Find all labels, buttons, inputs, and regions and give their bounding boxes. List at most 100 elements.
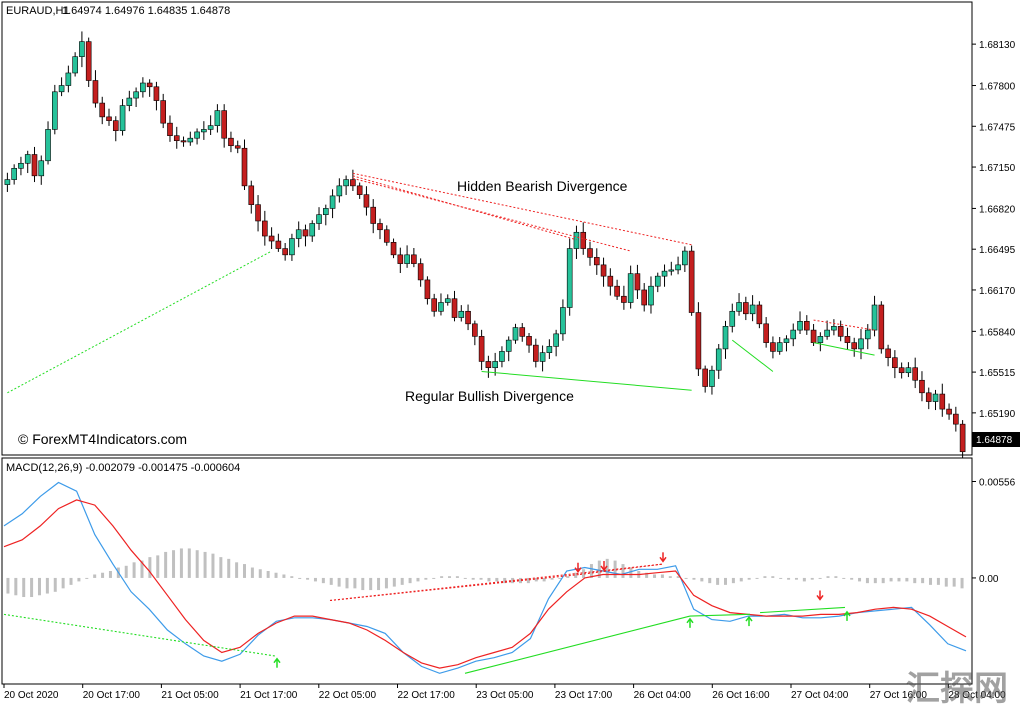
candle	[959, 420, 966, 458]
candle-body	[472, 323, 478, 337]
candle	[925, 387, 932, 410]
histogram-bar	[471, 577, 475, 580]
candle	[207, 115, 214, 135]
candle-body	[4, 179, 11, 185]
candle	[905, 362, 912, 378]
histogram-bar	[881, 577, 885, 584]
candle-body	[790, 329, 797, 340]
macd-pane[interactable]	[1, 457, 973, 685]
candle-body	[207, 125, 214, 130]
candle	[444, 294, 451, 306]
candle	[214, 104, 221, 133]
candle	[824, 320, 830, 340]
regular-bullish-label: Regular Bullish Divergence	[405, 388, 574, 404]
histogram-bar	[518, 577, 522, 584]
candle-body	[675, 264, 681, 271]
candle-body	[45, 129, 51, 162]
histogram-bar	[101, 572, 105, 578]
candle	[465, 304, 471, 331]
candle-body	[946, 408, 952, 415]
bull-div-price	[481, 370, 692, 391]
candle-body	[783, 338, 790, 343]
hidden-bearish-label: Hidden Bearish Divergence	[457, 178, 628, 194]
histogram-bar	[629, 567, 633, 578]
candle-body	[18, 162, 24, 169]
candle-body	[736, 302, 742, 312]
candle-body	[282, 248, 288, 256]
candle-body	[92, 80, 99, 104]
candle	[377, 218, 383, 240]
price-tick-label: 1.66170	[979, 286, 1016, 297]
histogram-bar	[37, 577, 41, 596]
candle-body	[803, 321, 810, 331]
candle	[140, 77, 146, 98]
candle-body	[695, 312, 702, 370]
candle	[675, 256, 681, 275]
candle	[864, 324, 871, 350]
candle-body	[38, 160, 45, 177]
candle	[946, 403, 952, 420]
histogram-bar	[495, 577, 499, 582]
candle-body	[519, 327, 526, 337]
sell-arrow-icon	[659, 552, 667, 563]
histogram-bar	[771, 576, 775, 578]
candle-body	[939, 393, 946, 410]
candle	[438, 293, 444, 316]
histogram-bar	[400, 577, 404, 585]
candle	[58, 77, 65, 97]
histogram-bar	[700, 577, 704, 582]
histogram-bar	[313, 577, 317, 582]
histogram-bar	[936, 577, 940, 585]
candle-body	[905, 367, 912, 374]
candle	[106, 108, 112, 126]
histogram-bar	[487, 577, 491, 582]
candle	[539, 345, 546, 372]
histogram-bar	[511, 577, 515, 584]
candle	[912, 357, 918, 389]
candle-body	[343, 179, 349, 187]
candle	[858, 329, 864, 360]
candle-body	[112, 120, 119, 131]
histogram-bar	[69, 577, 73, 585]
time-tick-label: 23 Oct 17:00	[555, 690, 613, 701]
histogram-bar	[558, 577, 562, 579]
candle-body	[824, 329, 830, 337]
candle	[316, 207, 322, 230]
candle-body	[864, 329, 871, 340]
candle-body	[234, 145, 241, 149]
candles	[4, 31, 966, 458]
candle-body	[851, 342, 858, 350]
histogram-bar	[6, 577, 10, 594]
histogram-bar	[905, 577, 909, 582]
candle	[885, 344, 891, 367]
candle-body	[255, 204, 261, 222]
candle-body	[11, 167, 17, 180]
candle	[661, 264, 668, 287]
histogram-bar	[416, 577, 420, 582]
candle-body	[356, 185, 363, 195]
candle-body	[702, 368, 708, 387]
candle-body	[262, 220, 268, 237]
bull-div-macd	[759, 606, 846, 614]
candle-body	[201, 129, 207, 133]
histogram-bar	[22, 577, 26, 598]
candle	[621, 285, 627, 310]
histogram-bar	[164, 551, 168, 578]
bear-div-macd	[579, 563, 664, 576]
candle	[919, 371, 925, 402]
price-pane[interactable]	[1, 1, 973, 456]
candle	[614, 279, 620, 300]
histogram-bar	[448, 576, 452, 578]
histogram-bar	[440, 576, 444, 578]
histogram-bar	[345, 577, 349, 589]
candle	[18, 156, 24, 176]
candle-body	[668, 269, 675, 272]
candle	[580, 222, 587, 255]
buy-arrow-icon	[686, 617, 694, 628]
histogram-bar	[45, 577, 49, 594]
histogram-bar	[684, 577, 688, 579]
time-tick-label: 21 Oct 17:00	[240, 690, 298, 701]
corner-mark: 汇探网	[906, 670, 1008, 705]
time-tick-label: 27 Oct 16:00	[870, 690, 928, 701]
candle	[743, 296, 749, 321]
